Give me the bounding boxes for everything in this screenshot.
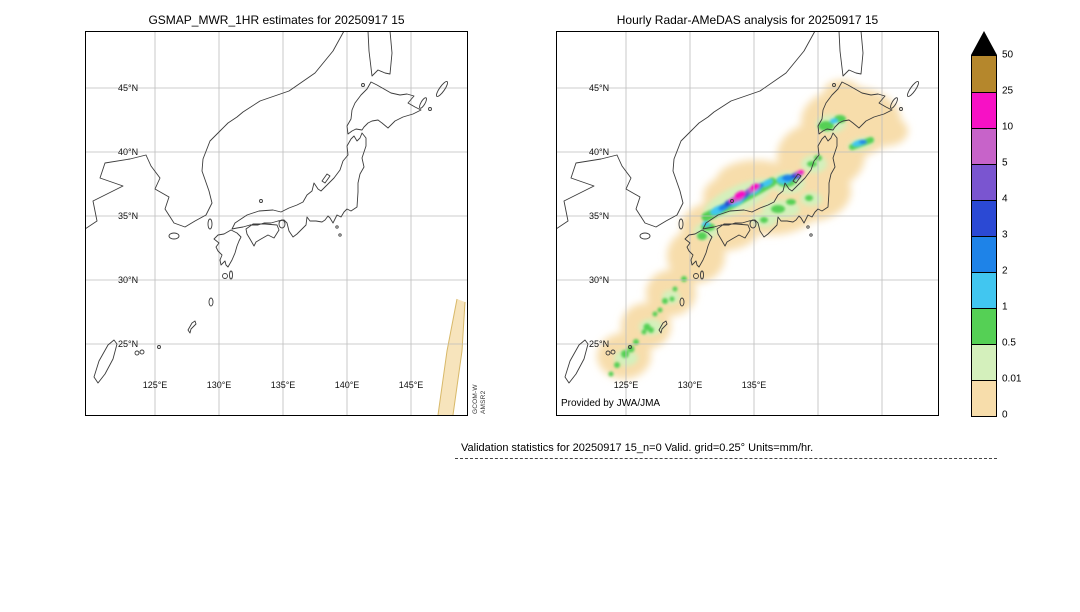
lon-tick-label: 125°E (142, 380, 168, 390)
lat-tick-label: 40°N (589, 147, 610, 157)
lon-tick-label: 135°E (741, 380, 767, 390)
colorbar-segments (971, 55, 997, 417)
lat-tick-label: 35°N (589, 211, 610, 221)
colorbar-tick-label: 0 (1002, 409, 1008, 421)
colorbar-segment-25-50 (972, 56, 996, 92)
colorbar-tick-label: 3 (1002, 229, 1008, 241)
lat-tick-label: 25°N (118, 339, 139, 349)
colorbar-tick-label: 10 (1002, 121, 1014, 133)
colorbar-tick-label: 25 (1002, 85, 1014, 97)
colorbar-segment-0-0.01 (972, 380, 996, 416)
validation-caption: Validation statistics for 20250917 15_n=… (461, 442, 814, 454)
colorbar-tick-label: 5 (1002, 157, 1008, 169)
colorbar-tick-label: 0.01 (1002, 373, 1022, 385)
colorbar-tick-label: 0.5 (1002, 337, 1016, 349)
dashed-separator (455, 458, 997, 459)
lat-tick-label: 40°N (118, 147, 139, 157)
lon-tick-label: 140°E (334, 380, 360, 390)
lat-tick-label: 45°N (118, 83, 139, 93)
colorbar-segment-0.01-0.5 (972, 344, 996, 380)
colorbar-segment-3-4 (972, 200, 996, 236)
lat-tick-label: 25°N (589, 339, 610, 349)
radar-amedas-map (556, 31, 939, 416)
colorbar-tick-label: 4 (1002, 193, 1008, 205)
right-panel-title: Hourly Radar-AMeDAS analysis for 2025091… (616, 13, 879, 27)
amsr2-swath-stripe (437, 298, 466, 416)
precipitation-layer (597, 80, 908, 379)
lon-tick-label: 130°E (206, 380, 232, 390)
colorbar-segment-1-2 (972, 272, 996, 308)
sensor-label-line2: AMSR2 (479, 390, 487, 414)
colorbar-segment-10-25 (972, 92, 996, 128)
gsmap-map (85, 31, 468, 416)
radar-amedas-map-panel: 45°N 40°N 35°N 30°N 25°N 125°E 130°E 135… (556, 31, 939, 416)
japan-coastline (85, 31, 450, 384)
lat-tick-label: 35°N (118, 211, 139, 221)
colorbar: 50 25 10 5 4 3 2 1 0.5 0.01 0 (971, 0, 1046, 612)
lat-tick-label: 30°N (118, 275, 139, 285)
colorbar-over-triangle (971, 31, 997, 55)
sensor-label: GCOM-W AMSR2 (472, 384, 487, 414)
colorbar-tick-label: 50 (1002, 49, 1014, 61)
lon-tick-label: 135°E (270, 380, 296, 390)
colorbar-tick-label: 1 (1002, 301, 1008, 313)
lon-tick-label: 130°E (677, 380, 703, 390)
colorbar-tick-label: 2 (1002, 265, 1008, 277)
map-frame (85, 31, 468, 416)
lat-tick-label: 30°N (589, 275, 610, 285)
data-credit: Provided by JWA/JMA (561, 398, 661, 409)
lon-tick-label: 125°E (613, 380, 639, 390)
sensor-label-line1: GCOM-W (472, 384, 479, 414)
left-panel-title: GSMAP_MWR_1HR estimates for 20250917 15 (148, 13, 405, 27)
map-frame (556, 31, 939, 416)
gridlines (85, 31, 468, 416)
lon-tick-label: 145°E (398, 380, 424, 390)
colorbar-segment-4-5 (972, 164, 996, 200)
colorbar-segment-5-10 (972, 128, 996, 164)
colorbar-segment-2-3 (972, 236, 996, 272)
colorbar-segment-0.5-1 (972, 308, 996, 344)
lat-tick-label: 45°N (589, 83, 610, 93)
gsmap-map-panel: 45°N 40°N 35°N 30°N 25°N 125°E 130°E 135… (85, 31, 468, 416)
